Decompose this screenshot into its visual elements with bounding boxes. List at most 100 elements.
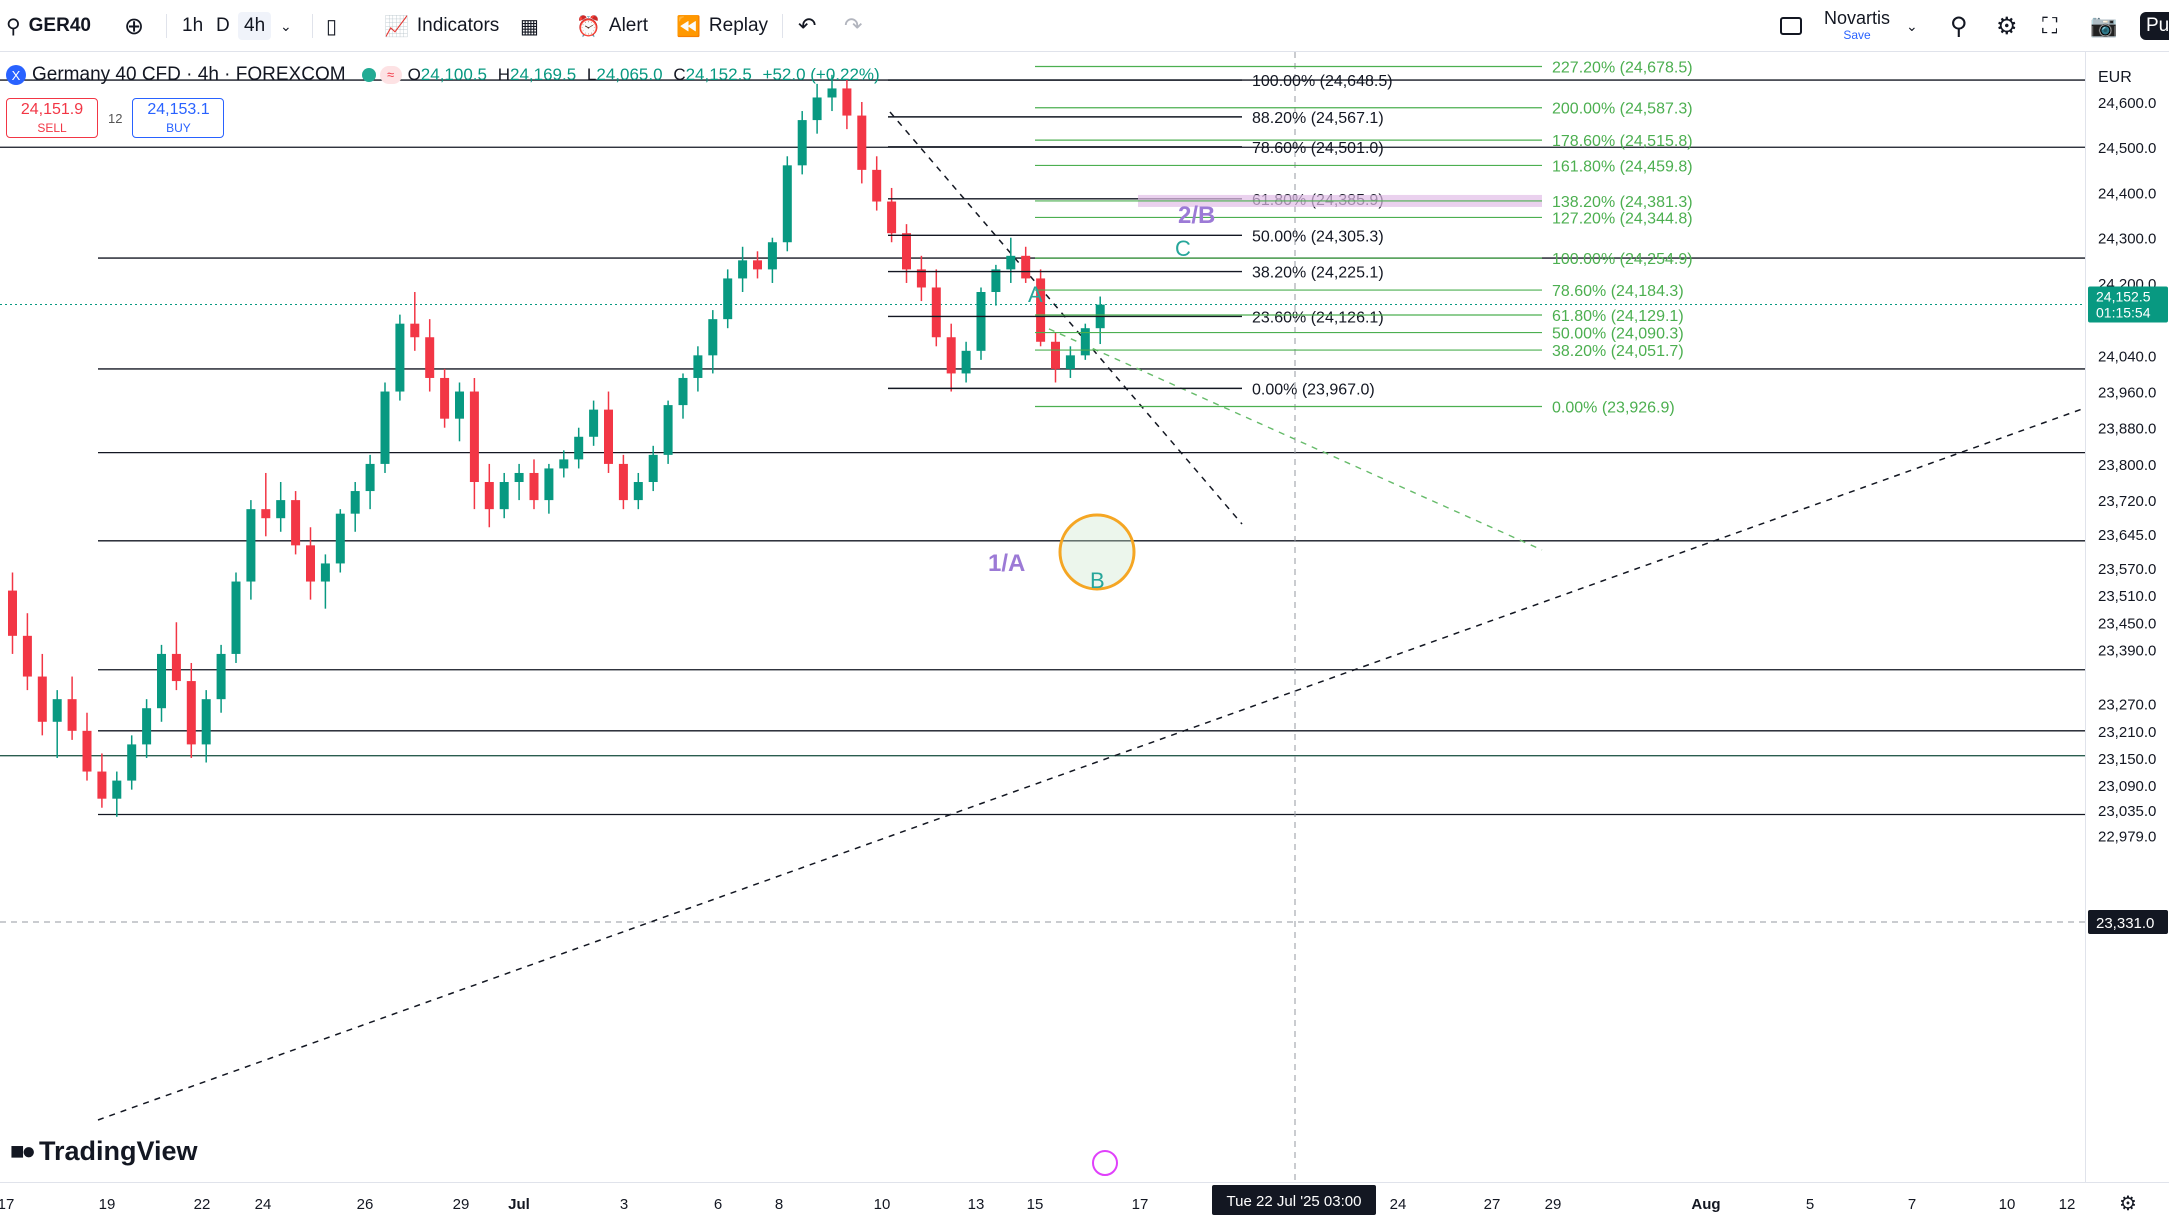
layout-dropdown[interactable]: ⌄ (1906, 12, 1918, 40)
fib-extension-label: 100.00% (24,254.9) (1552, 251, 1693, 268)
time-tick-label: 24 (255, 1196, 272, 1213)
price-tick-label: 24,040.0 (2098, 348, 2156, 365)
quick-search-button[interactable]: ⚲ (1950, 12, 1968, 40)
candle-body (797, 120, 807, 166)
settings-button[interactable]: ⚙ (1996, 12, 2018, 40)
data-indicator-icon[interactable]: ≈ (379, 66, 402, 84)
candle-body (678, 377, 688, 406)
candle-body (544, 468, 554, 501)
candle-body (380, 391, 390, 464)
wave-label-1a: 1/A (988, 550, 1025, 577)
candle-body (931, 287, 941, 338)
time-tick-label: 29 (1545, 1196, 1562, 1213)
fib-extension-level: 227.20% (24,678.5) (1035, 59, 1693, 76)
candle-body (604, 409, 613, 464)
publish-button[interactable]: Pu (2140, 12, 2169, 40)
fib-extension-level: 100.00% (24,254.9) (1035, 251, 1693, 268)
legend-title: Germany 40 CFD · 4h · FOREXCOM (32, 64, 346, 85)
undo-icon: ↶ (798, 13, 817, 38)
candle-body (812, 97, 822, 121)
price-tick-label: 23,210.0 (2098, 724, 2156, 741)
time-tick-label: 6 (714, 1196, 722, 1213)
price-tick-label: 24,400.0 (2098, 185, 2156, 202)
candle-body (887, 201, 897, 234)
candle-body (633, 482, 643, 501)
candle-body (67, 699, 77, 731)
candles-icon: ▯ (326, 15, 338, 38)
templates-button[interactable]: ▦ (520, 12, 547, 40)
fib-extension-level: 78.60% (24,184.3) (1035, 283, 1684, 300)
price-tick-label: 23,390.0 (2098, 642, 2156, 659)
wave-label-a: A (1028, 282, 1043, 307)
currency-label: EUR (2098, 69, 2132, 86)
market-status-icon[interactable] (361, 68, 376, 82)
candle-body (738, 260, 748, 279)
price-tick-label: 23,150.0 (2098, 751, 2156, 768)
fib-extension-level: 38.20% (24,051.7) (1035, 343, 1684, 360)
time-tick-label: Aug (1691, 1196, 1720, 1213)
price-tick-label: 24,500.0 (2098, 140, 2156, 157)
price-tick-label: 23,510.0 (2098, 588, 2156, 605)
timeframe-1h[interactable]: 1h (182, 15, 204, 36)
fib-retracement-label: 88.20% (24,567.1) (1252, 110, 1384, 127)
plus-circle-icon: ⊕ (124, 12, 145, 40)
price-tick-label: 23,035.0 (2098, 803, 2156, 820)
timeframe-4h[interactable]: 4h (238, 12, 272, 40)
candle-body (216, 653, 226, 700)
fib-retracement-label: 50.00% (24,305.3) (1252, 228, 1384, 245)
time-tick-label: 8 (775, 1196, 783, 1213)
symbol-search[interactable]: ⚲ GER40 (6, 12, 91, 40)
chart-type-button[interactable]: ▯ (326, 12, 345, 40)
undo-button[interactable]: ↶ (798, 12, 816, 40)
axis-settings-icon[interactable]: ⚙ (2119, 1193, 2137, 1215)
price-chart[interactable]: 100.00% (24,648.5) 88.20% (24,567.1) 78.60… (0, 52, 2086, 1182)
fib-extension-level: 50.00% (24,090.3) (1035, 326, 1684, 343)
time-axis-scale[interactable]: 17 19 22 24 26 29 Jul 3 6 8 10 13 15 17 24 27 29 Aug 5 7 10 1… (0, 1183, 2169, 1223)
timeframe-d[interactable]: D (216, 15, 230, 36)
timeframe-dropdown[interactable]: ⌄ (280, 12, 292, 40)
sell-button[interactable]: 24,151.9 SELL (6, 98, 98, 138)
chart-pane[interactable]: 100.00% (24,648.5) 88.20% (24,567.1) 78.60… (0, 52, 2086, 1182)
bar-countdown: 01:15:54 (2096, 304, 2151, 320)
lightning-event-marker (1092, 1150, 1118, 1176)
price-axis[interactable]: 24,600.0 24,500.0 24,400.0 24,300.0 24,200.0… (2085, 52, 2169, 1182)
ohlc-values: O24,100.5 H24,169.5 L24,065.0 C24,152.5 … (407, 65, 880, 84)
layout-name[interactable]: Novartis Save (1824, 8, 1891, 42)
price-tick-label: 23,270.0 (2098, 697, 2156, 714)
crosshair-price-value: 23,331.0 (2096, 915, 2154, 932)
time-tick-label: 17 (0, 1196, 14, 1213)
candle-body (186, 681, 196, 745)
square-icon (1780, 17, 1802, 35)
price-tick-label: 23,570.0 (2098, 561, 2156, 578)
indicators-icon: 📈 (384, 15, 409, 38)
time-axis[interactable]: 17 19 22 24 26 29 Jul 3 6 8 10 13 15 17 24 27 29 Aug 5 7 10 1… (0, 1182, 2169, 1222)
buy-button[interactable]: 24,153.1 BUY (132, 98, 225, 138)
replay-button[interactable]: ⏪ Replay (676, 15, 769, 38)
redo-button[interactable]: ↷ (844, 12, 862, 40)
crosshair-time-badge (1212, 1185, 1376, 1215)
alert-button[interactable]: ⏰ Alert (576, 15, 648, 38)
price-tick-label: 24,600.0 (2098, 95, 2156, 112)
indicators-button[interactable]: 📈 Indicators (384, 15, 500, 38)
fullscreen-button[interactable]: ⛶ (2042, 12, 2057, 40)
price-axis-scale[interactable]: 24,600.024,500.024,400.024,300.024,200.0… (2086, 52, 2169, 1182)
compare-add-button[interactable]: ⊕ (124, 12, 152, 40)
time-tick-label: 7 (1908, 1196, 1916, 1213)
fib-retracement-label: 100.00% (24,648.5) (1252, 73, 1393, 90)
symbol-legend: X Germany 40 CFD · 4h · FOREXCOM ≈ O24,1… (6, 64, 886, 86)
fib-extension-label: 138.20% (24,381.3) (1552, 194, 1693, 211)
candle-body (827, 88, 837, 98)
candle-body (1080, 328, 1090, 356)
candle-body (37, 676, 47, 722)
candle-body (157, 653, 166, 709)
fib-extension-level: 200.00% (24,587.3) (1035, 101, 1693, 118)
candle-body (1006, 255, 1016, 270)
price-tick-label: 24,300.0 (2098, 231, 2156, 248)
layout-checkbox[interactable] (1780, 12, 1802, 40)
top-toolbar: ⚲ GER40 ⊕ 1h D 4h ⌄ ▯ 📈 Indicators ▦ ⏰ A… (0, 0, 2169, 52)
fib-retracement-level: 0.00% (23,967.0) (888, 381, 1375, 398)
time-tick-label: 26 (357, 1196, 374, 1213)
candle-body (842, 88, 852, 116)
fib-retracement-level: 23.60% (24,126.1) (888, 309, 1384, 326)
snapshot-button[interactable]: 📷 (2090, 12, 2117, 40)
